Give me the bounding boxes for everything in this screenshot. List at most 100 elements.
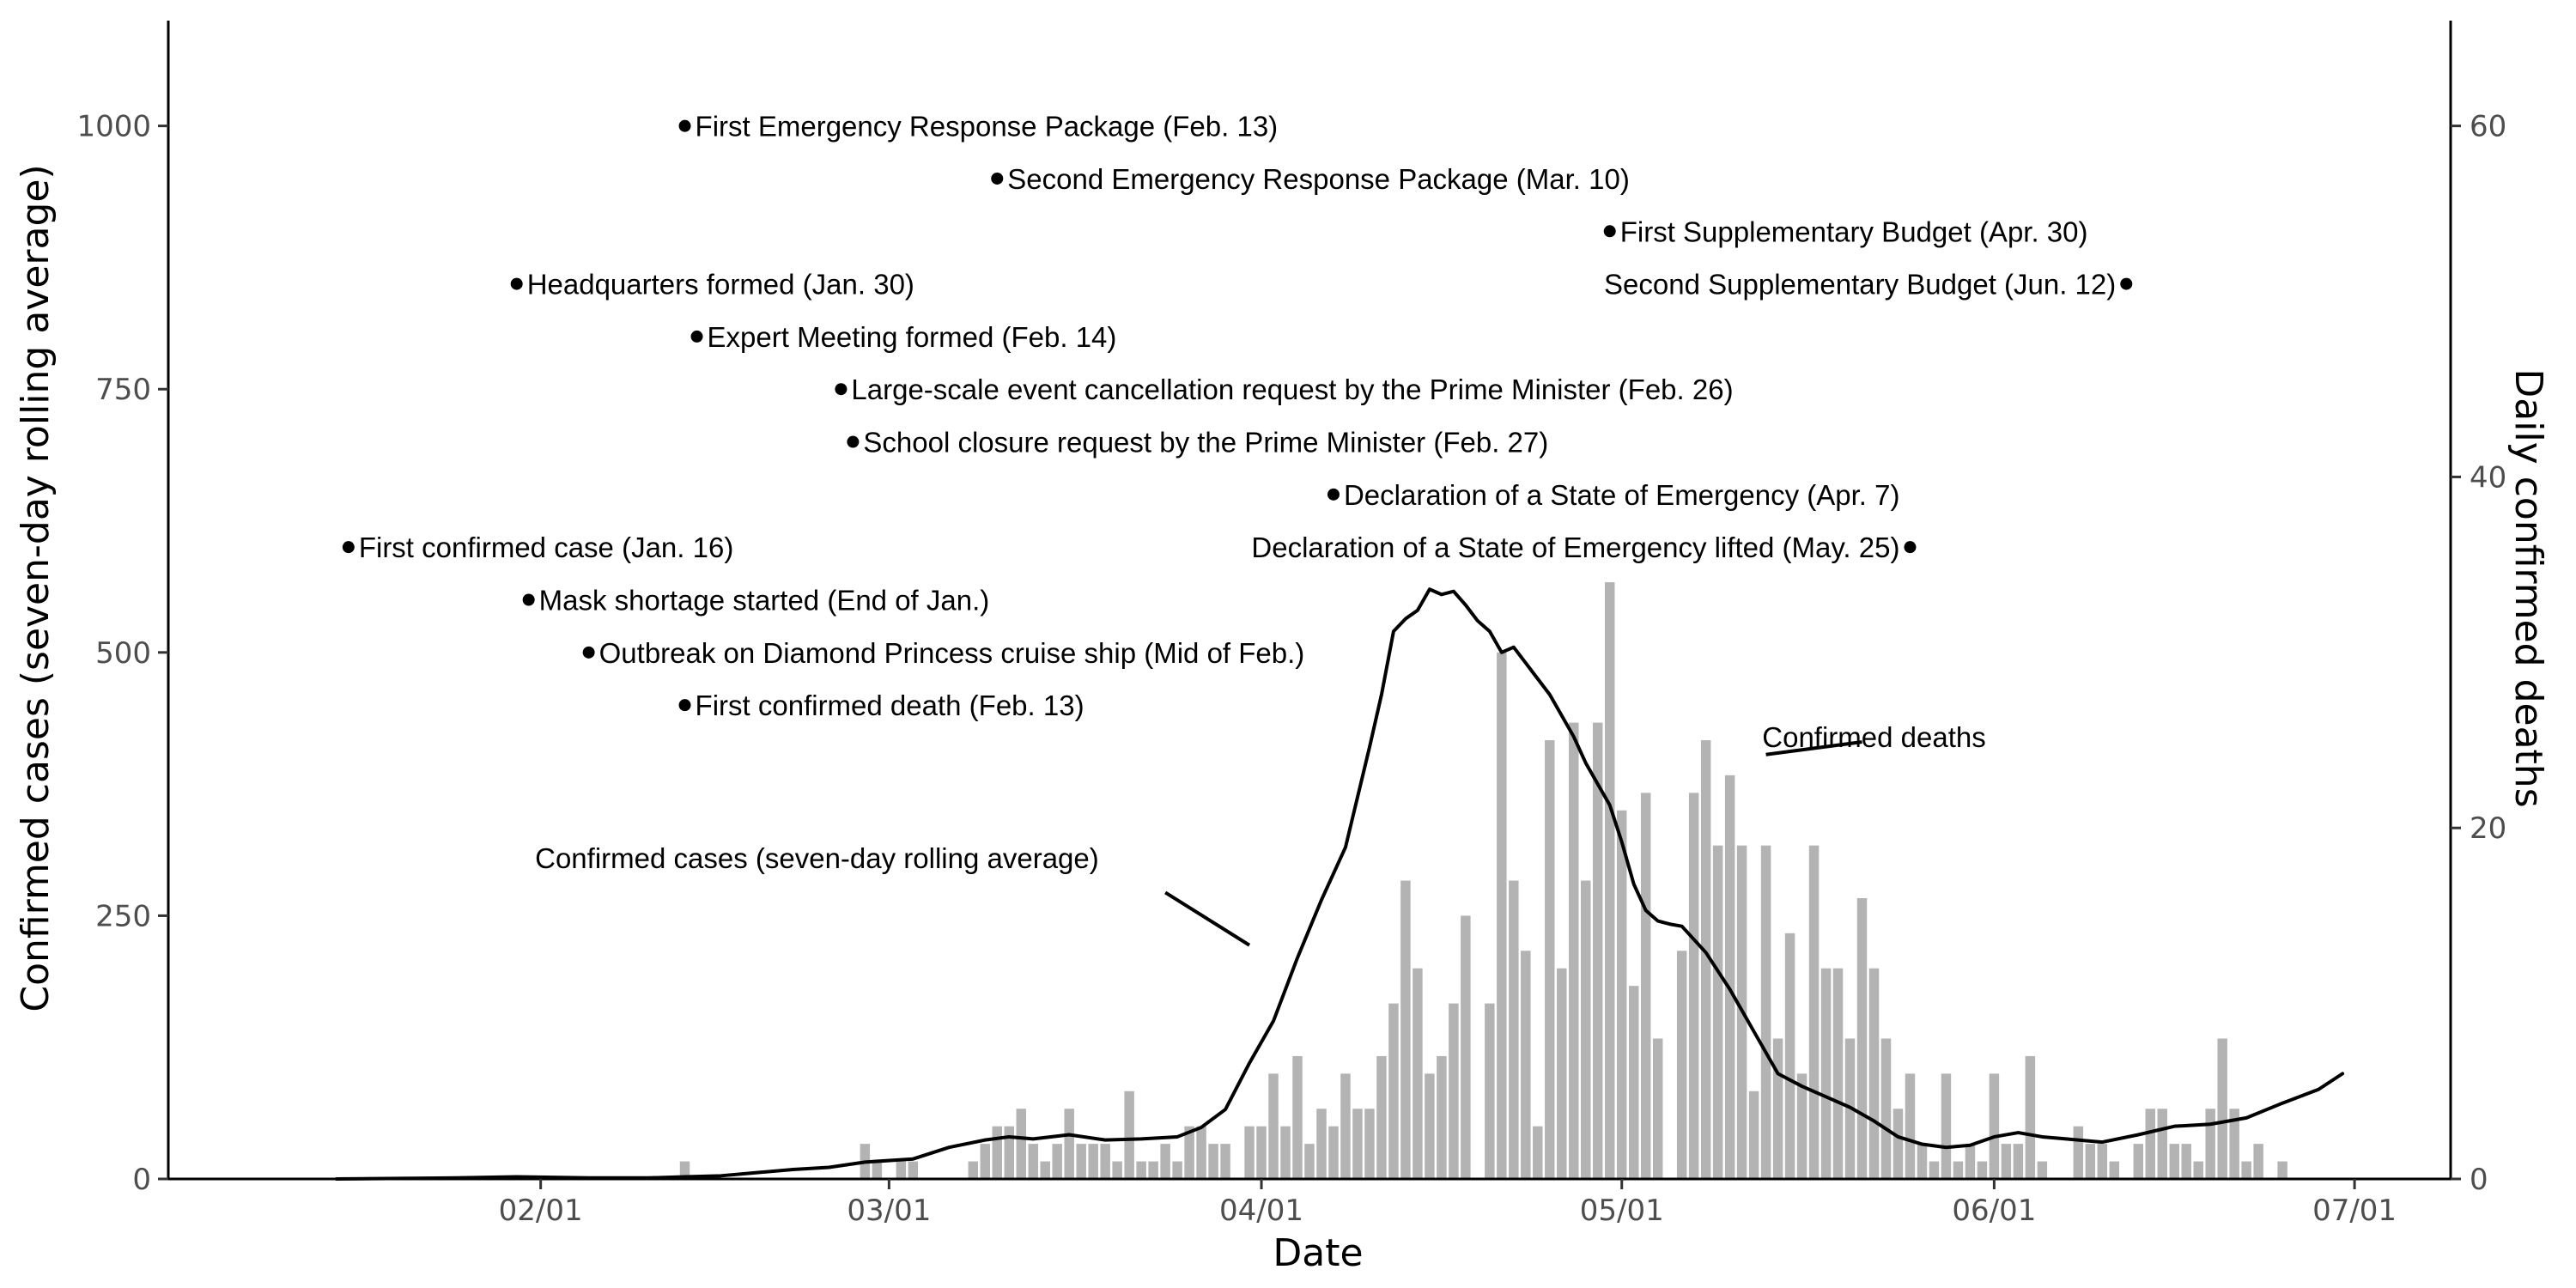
- death-bar: [992, 1126, 1003, 1179]
- death-bar: [1028, 1144, 1038, 1179]
- cases-line: [334, 587, 2345, 1181]
- death-bar: [1364, 1109, 1375, 1179]
- death-bar: [1640, 793, 1651, 1179]
- annotation-dot: [1603, 225, 1616, 238]
- annotation-dot: [522, 593, 535, 606]
- annotation-label: First confirmed case (Jan. 16): [359, 532, 733, 563]
- death-bar: [1184, 1126, 1194, 1179]
- death-bar: [1724, 775, 1735, 1179]
- death-bar: [1160, 1144, 1170, 1179]
- annotation-dot: [582, 646, 595, 659]
- death-bar: [1616, 810, 1627, 1179]
- annotation-dot: [1327, 488, 1340, 501]
- annotation-label: Declaration of a State of Emergency (Apr…: [1344, 479, 1899, 511]
- x-tick-label: 07/01: [2312, 1194, 2397, 1228]
- series-label-pointer: [1765, 740, 1862, 756]
- death-bar: [2037, 1161, 2048, 1179]
- death-bar: [1400, 880, 1411, 1179]
- y-right-tick-label: 60: [2470, 110, 2506, 144]
- annotation-label: Headquarters formed (Jan. 30): [527, 269, 914, 301]
- death-bars: [679, 582, 2287, 1179]
- death-bar: [1461, 915, 1471, 1179]
- death-bar: [1593, 722, 1603, 1179]
- death-bar: [1425, 1073, 1435, 1179]
- death-bar: [1268, 1073, 1279, 1179]
- death-bar: [1040, 1161, 1050, 1179]
- series-label-pointer: [1164, 890, 1251, 947]
- series-labels: Confirmed cases (seven-day rolling avera…: [535, 721, 1986, 947]
- death-bar: [1965, 1144, 1976, 1179]
- death-bar: [2217, 1038, 2227, 1179]
- death-bar: [1016, 1109, 1026, 1179]
- y-left-tick-label: 500: [95, 636, 151, 671]
- death-bar: [1545, 740, 1555, 1179]
- death-bar: [1497, 652, 1507, 1179]
- death-bar: [2253, 1144, 2263, 1179]
- death-bar: [1533, 1126, 1543, 1179]
- annotation: Outbreak on Diamond Princess cruise ship…: [582, 637, 1304, 669]
- death-bar: [1905, 1073, 1916, 1179]
- annotation-dot: [991, 172, 1004, 185]
- annotation-label: Declaration of a State of Emergency lift…: [1251, 532, 1899, 563]
- death-bar: [872, 1161, 883, 1179]
- death-bar: [1004, 1126, 1014, 1179]
- death-bar: [1868, 968, 1880, 1179]
- annotation-dot: [678, 119, 691, 132]
- death-bar: [2097, 1144, 2108, 1179]
- death-bar: [1941, 1073, 1952, 1179]
- death-bar: [1917, 1144, 1928, 1179]
- death-bar: [2181, 1144, 2191, 1179]
- annotation-dot: [835, 383, 848, 396]
- death-bar: [1893, 1109, 1904, 1179]
- death-bar: [1485, 1003, 1495, 1179]
- death-bar: [2013, 1144, 2024, 1179]
- death-bar: [1413, 968, 1423, 1179]
- death-bar: [679, 1161, 690, 1179]
- death-bar: [2001, 1144, 2012, 1179]
- annotation-label: Expert Meeting formed (Feb. 14): [708, 321, 1117, 353]
- series-label: Confirmed cases (seven-day rolling avera…: [535, 842, 1251, 947]
- annotation: Large-scale event cancellation request b…: [835, 374, 1734, 405]
- y-right-tick-label: 40: [2470, 460, 2506, 495]
- death-bar: [1700, 740, 1711, 1179]
- annotation: Mask shortage started (End of Jan.): [522, 585, 990, 617]
- annotation: Second Supplementary Budget (Jun. 12): [1604, 269, 2133, 301]
- death-bar: [1880, 1038, 1892, 1179]
- death-bar: [1376, 1055, 1387, 1179]
- death-bar: [1292, 1055, 1303, 1179]
- cases-line-layer: [334, 587, 2345, 1181]
- death-bar: [1064, 1109, 1074, 1179]
- death-bar: [1581, 880, 1591, 1179]
- y-left-tick-label: 0: [132, 1163, 151, 1197]
- death-bar: [2193, 1161, 2203, 1179]
- annotation-label: School closure request by the Prime Mini…: [863, 427, 1548, 459]
- death-bar: [1196, 1126, 1206, 1179]
- annotation: Declaration of a State of Emergency lift…: [1251, 532, 1917, 563]
- annotation: First confirmed death (Feb. 13): [678, 690, 1084, 721]
- death-bar: [1244, 1126, 1255, 1179]
- death-bar: [2157, 1109, 2167, 1179]
- annotation-label: Mask shortage started (End of Jan.): [539, 585, 990, 617]
- death-bar: [1280, 1126, 1291, 1179]
- annotation: Declaration of a State of Emergency (Apr…: [1327, 479, 1899, 511]
- annotation: Expert Meeting formed (Feb. 14): [690, 321, 1117, 353]
- annotation-label: Second Emergency Response Package (Mar. …: [1007, 163, 1630, 195]
- y-axis-left-title: Confirmed cases (seven-day rolling avera…: [14, 164, 58, 1012]
- y-left-tick-label: 1000: [76, 110, 151, 144]
- annotation-dot: [2120, 277, 2133, 290]
- death-bar: [1256, 1126, 1267, 1179]
- death-bar: [1521, 951, 1531, 1179]
- x-tick-label: 02/01: [499, 1194, 583, 1228]
- event-annotations: First Emergency Response Package (Feb. 1…: [342, 111, 2133, 721]
- axes: 0 250 500 750 1000 0 20 40 60 02/01 03/01 04/01 05/0…: [76, 21, 2506, 1228]
- death-bar: [1989, 1073, 2000, 1179]
- y-right-tick-label: 20: [2470, 811, 2506, 846]
- death-bar: [1136, 1161, 1146, 1179]
- death-bar: [1832, 968, 1844, 1179]
- death-bar: [1557, 968, 1567, 1179]
- death-bar: [1760, 845, 1771, 1179]
- death-bar: [1076, 1144, 1086, 1179]
- death-bar: [1352, 1109, 1363, 1179]
- death-bar: [1652, 1038, 1663, 1179]
- death-bar: [2169, 1144, 2179, 1179]
